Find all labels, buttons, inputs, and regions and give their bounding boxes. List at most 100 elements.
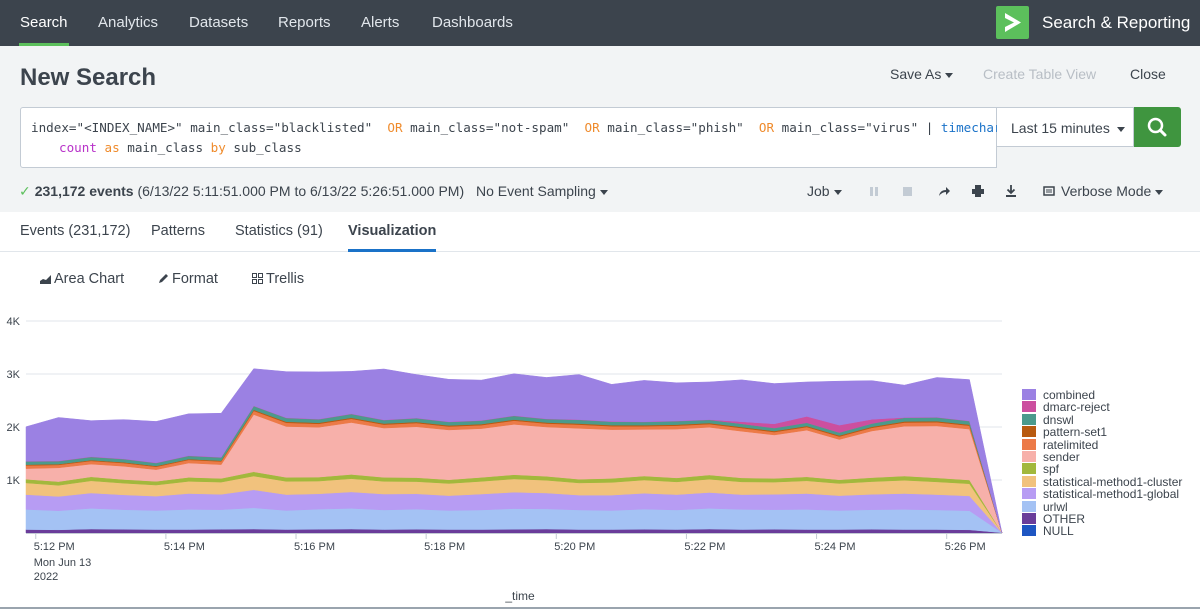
legend-item[interactable]: spf (1022, 463, 1197, 476)
legend-label: combined (1043, 388, 1096, 402)
nav-tab-search[interactable]: Search (19, 0, 69, 46)
results-tabs: Events (231,172) Patterns Statistics (91… (0, 212, 1200, 252)
legend-label: pattern-set1 (1043, 425, 1108, 440)
query-text: index="<INDEX_NAME>" main_class="blackli… (31, 120, 388, 135)
x-tick-label: 5:16 PM (294, 541, 335, 553)
job-menu[interactable]: Job (807, 181, 842, 201)
chevron-down-icon (599, 189, 608, 195)
search-header: New Search Save As Create Table View Clo… (0, 46, 1200, 212)
x-axis-title: _time (504, 589, 535, 603)
legend-item[interactable]: statistical-method1-cluster (1022, 476, 1197, 488)
legend-swatch (1022, 463, 1036, 475)
search-query-editor[interactable]: index="<INDEX_NAME>" main_class="blackli… (20, 107, 1009, 168)
chevron-down-icon (945, 72, 954, 78)
tab-statistics[interactable]: Statistics (91) (235, 223, 323, 239)
legend-item[interactable]: urlwl (1022, 499, 1197, 514)
legend-item[interactable]: sender (1022, 451, 1197, 463)
y-tick-label: 1K (7, 475, 21, 487)
format-button[interactable]: Format (158, 268, 218, 290)
pencil-icon (159, 274, 168, 283)
tab-patterns[interactable]: Patterns (151, 223, 205, 239)
grid-icon (252, 273, 263, 284)
query-line-2: count as main_class by sub_class (31, 138, 986, 158)
event-count-status: ✓ 231,172 events (6/13/22 5:11:51.000 PM … (19, 181, 464, 201)
legend-swatch (1022, 512, 1036, 524)
legend-item[interactable]: NULL (1022, 525, 1197, 537)
job-status-bar: ✓ 231,172 events (6/13/22 5:11:51.000 PM … (0, 181, 1200, 201)
close-button[interactable]: Close (1130, 66, 1166, 82)
query-text: sub_class (225, 140, 302, 155)
top-nav: Search Analytics Datasets Reports Alerts… (0, 0, 1200, 46)
checkmark-icon: ✓ (19, 183, 31, 199)
export-icon[interactable] (1004, 184, 1018, 198)
legend-item[interactable]: pattern-set1 (1022, 426, 1197, 438)
share-icon[interactable] (937, 184, 951, 198)
legend-item[interactable]: ratelimited (1022, 438, 1197, 451)
app-title[interactable]: Search & Reporting (1042, 13, 1191, 32)
save-as-menu[interactable]: Save As (890, 66, 954, 82)
search-mode-menu[interactable]: Verbose Mode (1043, 181, 1164, 201)
legend-item[interactable]: combined (1022, 389, 1197, 401)
save-as-label: Save As (890, 66, 942, 82)
legend-item[interactable]: statistical-method1-global (1022, 488, 1197, 500)
format-label: Format (172, 271, 218, 287)
search-submit-button[interactable] (1134, 107, 1181, 147)
pause-icon[interactable] (867, 184, 881, 198)
x-tick-label: 5:26 PM (945, 541, 986, 553)
trellis-label: Trellis (266, 271, 305, 287)
trellis-button[interactable]: Trellis (252, 268, 304, 290)
query-keyword: OR (584, 120, 600, 135)
nav-tab-alerts[interactable]: Alerts (361, 14, 400, 31)
x-tick-sublabel: 2022 (34, 571, 58, 583)
nav-tab-datasets[interactable]: Datasets (189, 14, 249, 31)
query-text: main_class="virus" | (774, 120, 941, 135)
event-sampling-menu[interactable]: No Event Sampling (476, 181, 608, 201)
legend-label: sender (1043, 449, 1080, 464)
print-icon[interactable] (971, 184, 985, 198)
query-line-1: index="<INDEX_NAME>" main_class="blackli… (31, 118, 1009, 138)
chart-type-button[interactable]: Area Chart (40, 268, 124, 290)
legend-swatch (1022, 450, 1036, 462)
x-tick-label: 5:20 PM (554, 541, 595, 553)
stop-icon[interactable] (900, 184, 914, 198)
query-command: timechart (940, 120, 1010, 135)
legend-item[interactable]: dmarc-reject (1022, 401, 1197, 414)
create-table-view-button[interactable]: Create Table View (983, 66, 1097, 82)
event-count: 231,172 events (34, 183, 134, 199)
legend-label: urlwl (1043, 499, 1068, 514)
chart-type-label: Area Chart (54, 271, 125, 287)
nav-tab-dashboards[interactable]: Dashboards (432, 14, 513, 31)
area-chart-icon (40, 275, 51, 284)
query-keyword: by (210, 140, 226, 155)
nav-tab-reports[interactable]: Reports (278, 14, 331, 31)
search-mode-label: Verbose Mode (1061, 183, 1152, 199)
search-icon (1147, 117, 1167, 137)
chart-canvas: 1K 2K 3K 4K 5:12 PM 5:14 PM 5:16 PM 5:18 PM 5:20… (7, 316, 1003, 603)
legend-swatch (1022, 389, 1036, 400)
legend-item[interactable]: dnswl (1022, 414, 1197, 426)
tab-events[interactable]: Events (231,172) (20, 223, 131, 239)
legend-label: OTHER (1043, 511, 1085, 526)
query-keyword: OR (758, 120, 775, 135)
legend-label: statistical-method1-global (1043, 487, 1180, 502)
legend-swatch (1022, 488, 1036, 500)
chevron-down-icon (833, 189, 842, 195)
legend-swatch (1022, 475, 1036, 487)
window-border (0, 607, 1200, 609)
legend-label: NULL (1043, 524, 1074, 539)
legend-item[interactable]: OTHER (1022, 513, 1197, 525)
query-keyword: as (96, 140, 128, 155)
x-tick-label: 5:22 PM (684, 541, 725, 553)
query-text: main_class="not-spam" (402, 120, 585, 135)
app-logo-icon[interactable] (996, 6, 1029, 39)
legend-label: dnswl (1043, 412, 1074, 427)
x-tick-label: 5:14 PM (164, 541, 205, 553)
chart-legend: combined dmarc-reject dnswl pattern-set1 rat… (1022, 389, 1197, 538)
nav-tab-analytics[interactable]: Analytics (98, 14, 159, 31)
time-range-picker[interactable]: Last 15 minutes (997, 107, 1134, 147)
area-chart[interactable]: 1K 2K 3K 4K 5:12 PM 5:14 PM 5:16 PM 5:18 PM 5:20… (0, 300, 1200, 609)
tab-visualization[interactable]: Visualization (348, 212, 437, 252)
x-tick-sublabel: Mon Jun 13 (34, 557, 91, 569)
chevron-down-icon (1116, 126, 1125, 132)
y-tick-label: 2K (7, 422, 21, 434)
